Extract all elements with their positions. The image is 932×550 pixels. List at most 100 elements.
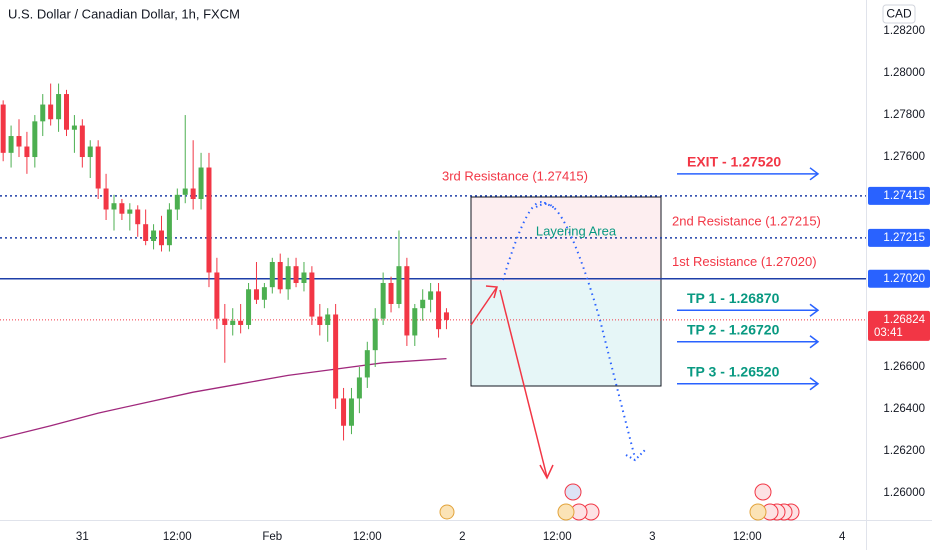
- candle-body: [166, 209, 172, 246]
- moving-average: [0, 357, 447, 439]
- currency: CAD: [886, 7, 912, 21]
- candle-body: [32, 121, 38, 158]
- candle-body: [79, 125, 85, 158]
- x-tick-label: 12:00: [353, 531, 382, 543]
- event-icon: [557, 503, 575, 521]
- candle-body: [285, 266, 291, 290]
- level-axis-label: 1.27215: [883, 232, 925, 244]
- target-label: TP 2 - 1.26720: [687, 321, 780, 337]
- y-tick-label: 1.27600: [883, 151, 925, 163]
- y-tick-label: 1.27800: [883, 109, 925, 121]
- x-tick-label: 12:00: [733, 531, 762, 543]
- y-tick-label: 1.28000: [883, 67, 925, 79]
- y-tick-label: 1.26000: [883, 487, 925, 499]
- level-name: 3rd Resistance (1.27415): [442, 168, 588, 183]
- candle-body: [238, 320, 244, 325]
- candle-body: [174, 194, 180, 210]
- candle-body: [246, 289, 252, 325]
- y-tick-label: 1.26600: [883, 361, 925, 373]
- candle-body: [16, 136, 22, 147]
- candle-body: [420, 299, 426, 309]
- event-icon: [754, 483, 772, 501]
- chart-title: U.S. Dollar / Canadian Dollar, 1h, FXCM: [8, 6, 240, 21]
- candle-body: [428, 291, 434, 300]
- candle-body: [48, 104, 54, 120]
- x-tick-label: 12:00: [543, 531, 572, 543]
- y-tick-label: 1.26200: [883, 445, 925, 457]
- red-arrowhead: [539, 464, 554, 480]
- target-arrowhead: [809, 303, 820, 317]
- zone-upper: [471, 197, 661, 281]
- candle-body: [380, 282, 386, 319]
- candle-body: [214, 272, 220, 319]
- candle-body: [222, 318, 228, 325]
- candle-body: [396, 266, 402, 304]
- candle-body: [40, 104, 46, 122]
- candle-body: [364, 350, 370, 378]
- candle-body: [190, 188, 196, 200]
- zone-border: [470, 196, 662, 387]
- candle-body: [103, 188, 109, 210]
- candle-body: [301, 272, 307, 283]
- candle-body: [309, 272, 315, 317]
- candle-body: [348, 398, 354, 426]
- red-arrow-up: [470, 286, 498, 326]
- zone-label: Layering Area: [536, 223, 617, 238]
- projection-heads: [535, 201, 646, 462]
- candle-body: [182, 188, 188, 195]
- candle-body: [325, 314, 331, 325]
- target-arrowhead: [809, 335, 820, 349]
- zone-lower: [471, 281, 661, 386]
- level-name: 1st Resistance (1.27020): [672, 254, 817, 269]
- candle-body: [8, 136, 14, 153]
- target-arrowhead: [809, 377, 820, 391]
- level-axis-box: [868, 228, 930, 247]
- candle-body: [135, 209, 141, 225]
- candle-body: [253, 289, 259, 300]
- currency-box: [882, 4, 916, 24]
- current-price-label: 1.26824: [883, 314, 925, 326]
- x-tick-label: Feb: [262, 531, 282, 543]
- level-name: 2nd Resistance (1.27215): [672, 213, 821, 228]
- y-tick-label: 1.26400: [883, 403, 925, 415]
- candle-body: [206, 167, 212, 273]
- candle-body: [0, 104, 6, 153]
- event-icon: [439, 504, 455, 520]
- y-tick-label: 1.28200: [883, 25, 925, 37]
- event-icons: [439, 483, 800, 521]
- level-axis-box: [868, 186, 930, 205]
- candle-body: [230, 320, 236, 325]
- candle-body: [341, 398, 347, 426]
- candle-body: [261, 287, 267, 300]
- level-axis-label: 1.27020: [883, 273, 925, 285]
- candle-body: [372, 318, 378, 351]
- red-arrow-down: [499, 289, 548, 478]
- candle-body: [269, 261, 275, 288]
- x-tick-label: 3: [649, 531, 655, 543]
- x-tick-label: 31: [76, 531, 89, 543]
- candle-body: [127, 209, 133, 214]
- candle-body: [87, 146, 93, 158]
- x-tick-label: 12:00: [163, 531, 192, 543]
- candle-body: [198, 167, 204, 200]
- target-arrowhead: [809, 167, 820, 181]
- candle-body: [119, 203, 125, 214]
- current-price-box: [868, 310, 930, 341]
- candle-body: [158, 230, 164, 246]
- level-axis-box: [868, 269, 930, 288]
- x-tick-label: 2: [459, 531, 465, 543]
- candle-body: [293, 266, 299, 283]
- event-icon: [564, 483, 582, 501]
- candle-body: [24, 146, 30, 158]
- red-arrowhead: [485, 285, 498, 299]
- candle-body: [71, 125, 77, 130]
- candle-body: [356, 377, 362, 399]
- countdown: 03:41: [874, 327, 903, 339]
- candle-body: [95, 146, 101, 189]
- candle-body: [56, 94, 62, 120]
- candle-body: [111, 203, 117, 210]
- target-label: TP 1 - 1.26870: [687, 290, 780, 306]
- candle-body: [333, 314, 339, 399]
